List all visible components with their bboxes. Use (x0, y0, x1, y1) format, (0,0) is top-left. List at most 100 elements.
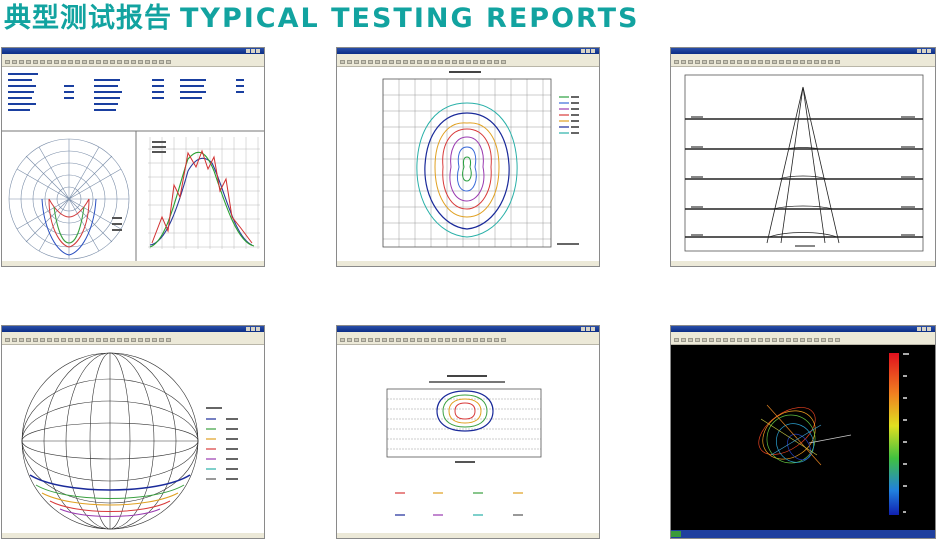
toolbar-button[interactable] (40, 60, 45, 64)
toolbar-button[interactable] (466, 60, 471, 64)
toolbar-button[interactable] (716, 338, 721, 342)
toolbar-button[interactable] (403, 60, 408, 64)
toolbar-button[interactable] (131, 338, 136, 342)
start-button[interactable] (671, 531, 681, 537)
window-control-button[interactable] (251, 327, 255, 331)
toolbar-button[interactable] (681, 60, 686, 64)
toolbar-button[interactable] (68, 338, 73, 342)
toolbar-button[interactable] (68, 60, 73, 64)
toolbar-button[interactable] (166, 338, 171, 342)
window-control-button[interactable] (591, 49, 595, 53)
window-control-button[interactable] (591, 327, 595, 331)
toolbar-button[interactable] (96, 60, 101, 64)
toolbar-button[interactable] (124, 338, 129, 342)
toolbar-button[interactable] (117, 60, 122, 64)
toolbar-button[interactable] (772, 338, 777, 342)
toolbar-button[interactable] (695, 338, 700, 342)
toolbar-button[interactable] (758, 338, 763, 342)
window-control-button[interactable] (917, 49, 921, 53)
toolbar-button[interactable] (494, 60, 499, 64)
window-control-button[interactable] (246, 327, 250, 331)
toolbar-button[interactable] (138, 60, 143, 64)
toolbar-button[interactable] (12, 338, 17, 342)
toolbar-button[interactable] (445, 338, 450, 342)
toolbar-button[interactable] (26, 60, 31, 64)
toolbar-button[interactable] (103, 60, 108, 64)
toolbar-button[interactable] (438, 60, 443, 64)
toolbar-button[interactable] (702, 338, 707, 342)
report-screenshot-3d-distribution[interactable] (670, 325, 936, 539)
toolbar-button[interactable] (445, 60, 450, 64)
toolbar-button[interactable] (793, 60, 798, 64)
toolbar-button[interactable] (40, 338, 45, 342)
window-control-button[interactable] (927, 49, 931, 53)
toolbar-button[interactable] (473, 60, 478, 64)
toolbar-button[interactable] (452, 60, 457, 64)
window-control-button[interactable] (927, 327, 931, 331)
toolbar-button[interactable] (403, 338, 408, 342)
toolbar-button[interactable] (695, 60, 700, 64)
toolbar-button[interactable] (793, 338, 798, 342)
toolbar-button[interactable] (730, 338, 735, 342)
toolbar-button[interactable] (779, 60, 784, 64)
toolbar-button[interactable] (807, 60, 812, 64)
toolbar-button[interactable] (354, 338, 359, 342)
toolbar-button[interactable] (828, 60, 833, 64)
toolbar-button[interactable] (340, 338, 345, 342)
toolbar-button[interactable] (89, 60, 94, 64)
toolbar-button[interactable] (110, 338, 115, 342)
toolbar-button[interactable] (480, 338, 485, 342)
toolbar-button[interactable] (786, 60, 791, 64)
toolbar-button[interactable] (417, 60, 422, 64)
window-control-button[interactable] (256, 327, 260, 331)
window-control-button[interactable] (251, 49, 255, 53)
toolbar-button[interactable] (26, 338, 31, 342)
toolbar-button[interactable] (82, 60, 87, 64)
window-control-button[interactable] (922, 49, 926, 53)
report-screenshot-isolux-contour[interactable] (336, 47, 600, 267)
toolbar-button[interactable] (361, 60, 366, 64)
toolbar-button[interactable] (19, 338, 24, 342)
toolbar-button[interactable] (82, 338, 87, 342)
toolbar-button[interactable] (501, 338, 506, 342)
toolbar-button[interactable] (431, 60, 436, 64)
toolbar-button[interactable] (382, 60, 387, 64)
toolbar-button[interactable] (737, 338, 742, 342)
toolbar-button[interactable] (124, 60, 129, 64)
toolbar-button[interactable] (744, 338, 749, 342)
toolbar-button[interactable] (19, 60, 24, 64)
toolbar-button[interactable] (396, 338, 401, 342)
toolbar-button[interactable] (103, 338, 108, 342)
toolbar-button[interactable] (5, 60, 10, 64)
window-control-button[interactable] (581, 327, 585, 331)
window-control-button[interactable] (256, 49, 260, 53)
toolbar-button[interactable] (382, 338, 387, 342)
toolbar-button[interactable] (487, 60, 492, 64)
report-screenshot-isocandela-sphere[interactable] (1, 325, 265, 539)
toolbar-button[interactable] (466, 338, 471, 342)
toolbar-button[interactable] (145, 338, 150, 342)
toolbar-button[interactable] (347, 60, 352, 64)
toolbar-button[interactable] (744, 60, 749, 64)
toolbar-button[interactable] (709, 338, 714, 342)
toolbar-button[interactable] (814, 60, 819, 64)
toolbar-button[interactable] (47, 60, 52, 64)
toolbar-button[interactable] (716, 60, 721, 64)
toolbar-button[interactable] (33, 338, 38, 342)
toolbar-button[interactable] (800, 338, 805, 342)
toolbar-button[interactable] (12, 60, 17, 64)
toolbar-button[interactable] (54, 338, 59, 342)
toolbar-button[interactable] (347, 338, 352, 342)
toolbar-button[interactable] (368, 338, 373, 342)
window-control-button[interactable] (246, 49, 250, 53)
toolbar-button[interactable] (487, 338, 492, 342)
toolbar-button[interactable] (152, 338, 157, 342)
toolbar-button[interactable] (389, 60, 394, 64)
toolbar-button[interactable] (751, 60, 756, 64)
toolbar-button[interactable] (61, 338, 66, 342)
window-control-button[interactable] (917, 327, 921, 331)
toolbar-button[interactable] (835, 338, 840, 342)
toolbar-button[interactable] (807, 338, 812, 342)
toolbar-button[interactable] (765, 60, 770, 64)
toolbar-button[interactable] (47, 338, 52, 342)
